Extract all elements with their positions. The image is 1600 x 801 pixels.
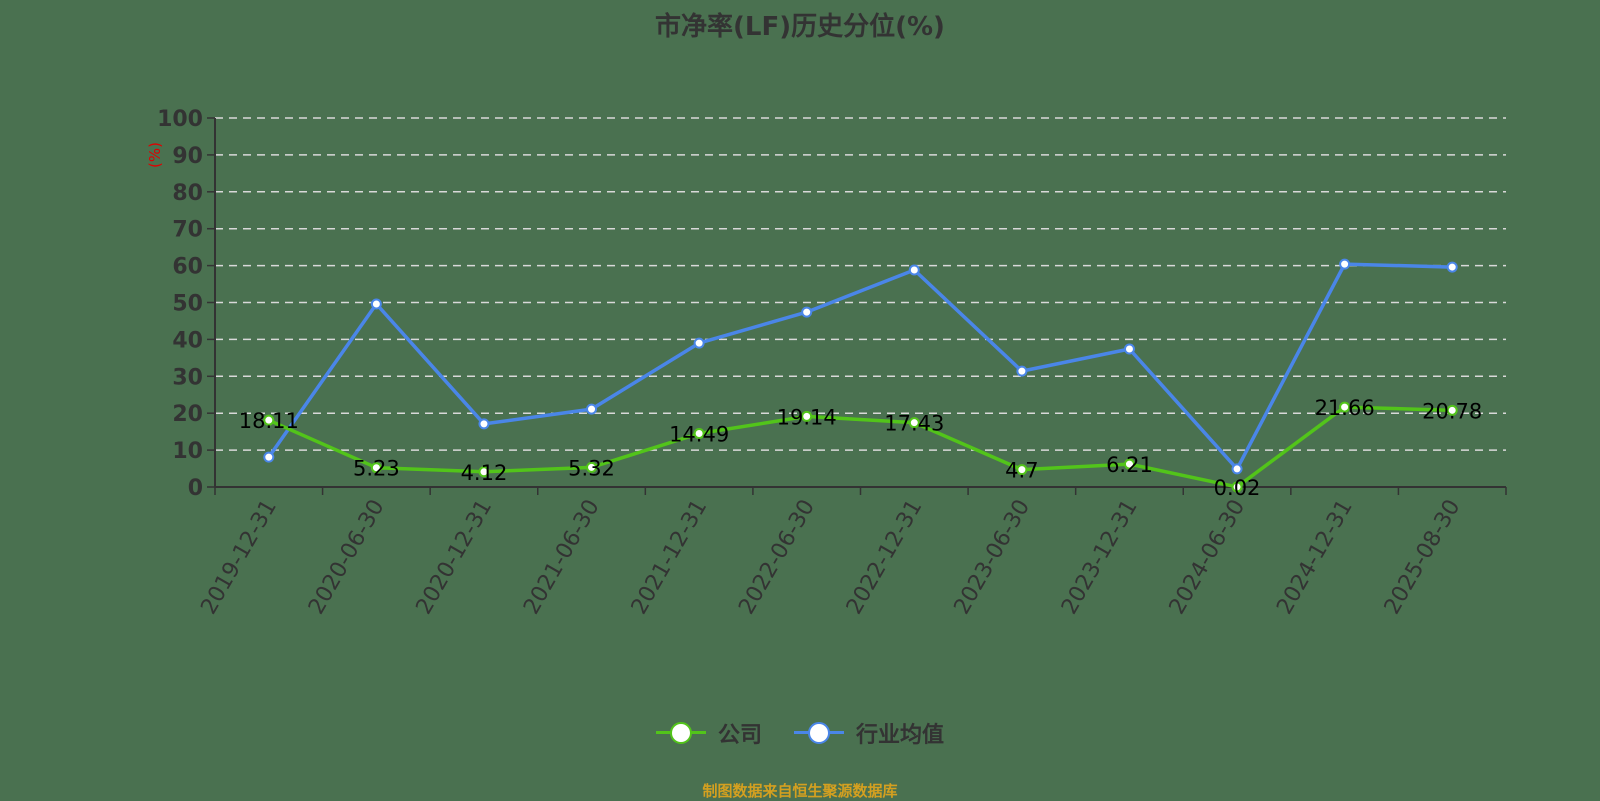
data-point[interactable] bbox=[1446, 261, 1458, 273]
legend-item-industry[interactable]: 行业均值 bbox=[794, 717, 944, 749]
legend-company-label: 公司 bbox=[717, 723, 762, 748]
data-point[interactable] bbox=[370, 298, 382, 310]
data-value-label: 21.66 bbox=[1315, 396, 1375, 420]
x-tick-label: 2021-12-31 bbox=[627, 496, 713, 619]
data-point[interactable] bbox=[908, 417, 920, 429]
legend-industry-marker-icon bbox=[794, 721, 844, 745]
y-tick-label: 0 bbox=[188, 476, 203, 501]
y-tick-label: 60 bbox=[172, 255, 203, 280]
data-point[interactable] bbox=[478, 418, 490, 430]
data-value-label: 4.7 bbox=[1005, 459, 1038, 483]
data-point[interactable] bbox=[586, 461, 598, 473]
data-value-label: 5.23 bbox=[353, 457, 400, 481]
x-tick-label: 2019-12-31 bbox=[196, 496, 282, 619]
data-value-label: 18.11 bbox=[239, 409, 299, 433]
data-point[interactable] bbox=[1123, 343, 1135, 355]
x-tick-label: 2023-12-31 bbox=[1057, 496, 1143, 619]
data-point[interactable] bbox=[1231, 463, 1243, 475]
x-tick-label: 2022-06-30 bbox=[734, 496, 820, 619]
legend-industry-label: 行业均值 bbox=[856, 723, 945, 748]
x-tick-label: 2023-06-30 bbox=[949, 496, 1035, 619]
data-point[interactable] bbox=[1016, 365, 1028, 377]
data-point[interactable] bbox=[1446, 404, 1458, 416]
x-tick-label: 2025-08-30 bbox=[1380, 496, 1466, 619]
data-value-label: 4.12 bbox=[461, 461, 508, 485]
data-point[interactable] bbox=[1016, 464, 1028, 476]
data-value-label: 20.78 bbox=[1422, 399, 1482, 423]
y-tick-label: 90 bbox=[172, 144, 203, 169]
y-tick-label: 100 bbox=[157, 107, 203, 132]
data-point[interactable] bbox=[1339, 401, 1351, 413]
y-tick-label: 80 bbox=[172, 181, 203, 206]
y-tick-label: 70 bbox=[172, 218, 203, 243]
series-lines bbox=[263, 258, 1458, 493]
industry-line bbox=[267, 262, 1453, 471]
data-value-label: 0.02 bbox=[1214, 476, 1261, 500]
data-labels: 18.11 5.23 4.12 5.32 14.49 19.14 17.43 4.7 6.21 0… bbox=[239, 396, 1483, 500]
data-point[interactable] bbox=[1231, 481, 1243, 493]
data-point[interactable] bbox=[370, 462, 382, 474]
company-line bbox=[268, 405, 1453, 489]
y-tick-label: 20 bbox=[172, 402, 203, 427]
y-tick-label: 30 bbox=[172, 365, 203, 390]
y-tick-label: 10 bbox=[172, 439, 203, 464]
axes: 0 10 20 30 40 50 60 70 80 90 100 2019-12-31 2020-06-… bbox=[157, 107, 1507, 619]
y-axis-unit-label: (%) bbox=[146, 142, 164, 168]
data-point[interactable] bbox=[1123, 458, 1135, 470]
grid-lines bbox=[215, 117, 1506, 451]
data-value-label: 19.14 bbox=[777, 405, 837, 429]
data-point[interactable] bbox=[478, 466, 490, 478]
x-tick-label: 2021-06-30 bbox=[519, 496, 605, 619]
data-point[interactable] bbox=[586, 403, 598, 415]
data-point[interactable] bbox=[908, 264, 920, 276]
x-tick-label: 2024-12-31 bbox=[1272, 496, 1358, 619]
data-value-label: 14.49 bbox=[669, 423, 729, 447]
y-tick-label: 40 bbox=[172, 328, 203, 353]
data-point[interactable] bbox=[801, 410, 813, 422]
data-source-note: 制图数据来自恒生聚源数据库 bbox=[702, 782, 898, 800]
data-point[interactable] bbox=[263, 451, 275, 463]
legend: 公司 行业均值 bbox=[0, 717, 1600, 749]
data-point[interactable] bbox=[1339, 258, 1351, 270]
data-value-label: 17.43 bbox=[884, 412, 944, 436]
x-tick-label: 2020-12-31 bbox=[412, 496, 498, 619]
chart-title: 市净率(LF)历史分位(%) bbox=[655, 12, 945, 42]
legend-company-marker-icon bbox=[655, 721, 706, 745]
y-tick-label: 50 bbox=[172, 292, 203, 317]
x-tick-label: 2020-06-30 bbox=[304, 496, 390, 619]
x-tick-label: 2024-06-30 bbox=[1165, 496, 1251, 619]
data-point[interactable] bbox=[693, 428, 705, 440]
data-point[interactable] bbox=[693, 337, 705, 349]
x-tick-label: 2022-12-31 bbox=[842, 496, 928, 619]
data-point[interactable] bbox=[263, 414, 275, 426]
data-value-label: 6.21 bbox=[1106, 453, 1153, 477]
data-point[interactable] bbox=[801, 306, 813, 318]
legend-item-company[interactable]: 公司 bbox=[655, 717, 762, 749]
data-value-label: 5.32 bbox=[568, 456, 615, 480]
